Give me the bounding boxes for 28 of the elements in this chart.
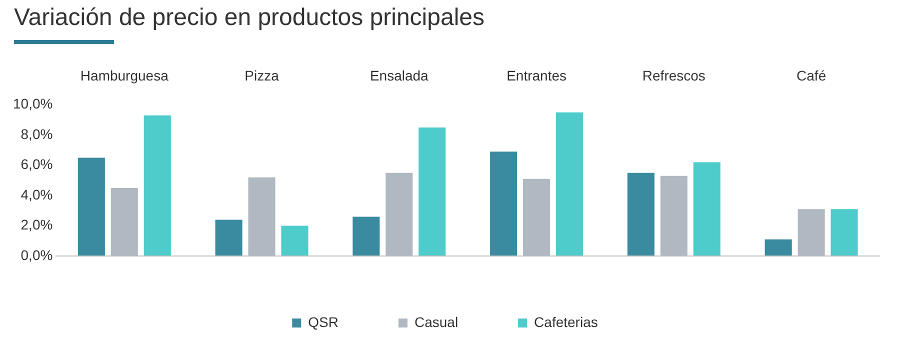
bar	[418, 127, 446, 256]
bar	[627, 172, 654, 256]
x-tick-label: Refrescos	[642, 67, 706, 84]
bar	[693, 162, 720, 256]
bar	[490, 152, 518, 256]
chart-title: Variación de precio en productos principales	[14, 4, 484, 32]
y-tick-label: 8,0%	[20, 126, 53, 142]
bar	[352, 216, 380, 256]
bar	[281, 226, 308, 256]
x-tick-label: Café	[796, 67, 826, 84]
y-tick-label: 10,0%	[12, 96, 53, 112]
x-tick-label: Entrantes	[506, 67, 567, 84]
bar	[215, 220, 242, 256]
x-tick-label: Ensalada	[370, 67, 429, 84]
bar	[556, 112, 584, 256]
bar	[78, 158, 105, 256]
bar	[764, 239, 792, 256]
legend-label: Cafeterias	[534, 314, 598, 330]
legend-label: Casual	[414, 314, 458, 330]
x-tick-label: Hamburguesa	[80, 67, 169, 84]
x-tick-label: Pizza	[244, 67, 280, 84]
y-tick-label: 0,0%	[20, 246, 53, 263]
y-tick-label: 2,0%	[20, 216, 53, 233]
bar	[144, 115, 171, 256]
y-tick-label: 4,0%	[20, 186, 53, 202]
legend-label: QSR	[308, 314, 338, 330]
bar	[830, 209, 858, 256]
y-tick-label: 6,0%	[20, 156, 53, 172]
